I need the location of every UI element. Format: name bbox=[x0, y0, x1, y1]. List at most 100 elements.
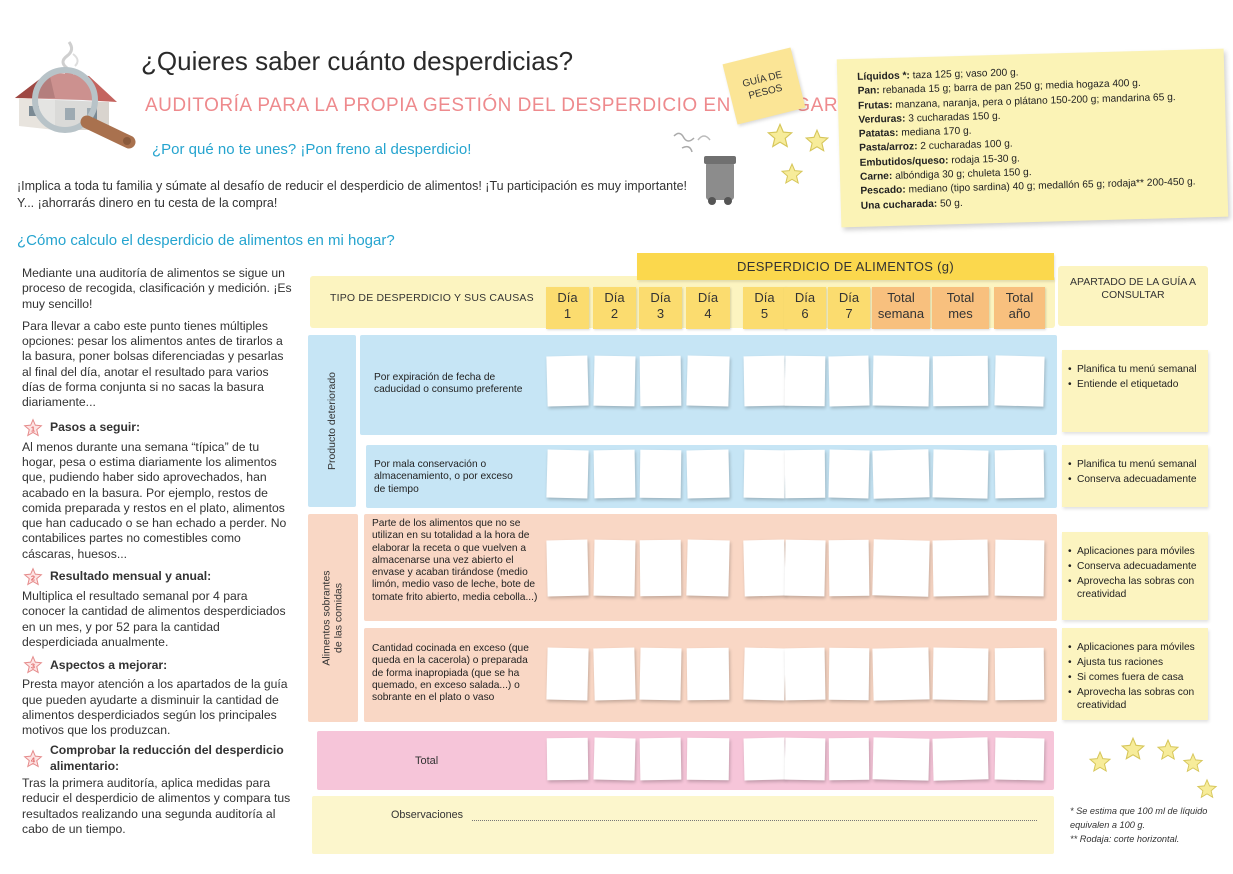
page-title: ¿Quieres saber cuánto desperdicias? bbox=[141, 46, 574, 76]
total-input-box[interactable] bbox=[686, 737, 730, 781]
weight-input-box[interactable] bbox=[593, 647, 636, 701]
weight-input-box[interactable] bbox=[784, 647, 826, 701]
weight-input-box[interactable] bbox=[686, 539, 730, 597]
total-input-box[interactable] bbox=[828, 737, 870, 781]
intro-line-2: Y... ¡ahorrarás dinero en tu cesta de la… bbox=[17, 196, 278, 210]
step-text: Presta mayor atención a los apartados de… bbox=[22, 677, 288, 738]
column-header-line2: 6 bbox=[801, 306, 809, 321]
total-input-box[interactable] bbox=[932, 737, 989, 781]
weight-input-box[interactable] bbox=[743, 355, 786, 407]
weight-input-box[interactable] bbox=[784, 539, 826, 597]
star-icon bbox=[1182, 752, 1204, 773]
weight-input-box[interactable] bbox=[784, 355, 826, 407]
apartado-tip[interactable]: Planifica tu menú semanal bbox=[1068, 459, 1206, 472]
instructions-options: Para llevar a cabo este punto tienes múl… bbox=[22, 318, 284, 410]
column-header-line2: 7 bbox=[845, 306, 853, 321]
apartado-tip[interactable]: Aprovecha las sobras con creatividad bbox=[1068, 687, 1206, 712]
footnote-2: ** Rodaja: corte horizontal. bbox=[1070, 834, 1180, 844]
weight-input-box[interactable] bbox=[828, 449, 870, 499]
weight-input-box[interactable] bbox=[593, 539, 636, 597]
total-input-box[interactable] bbox=[639, 737, 682, 781]
apartado-tip[interactable]: Entiende el etiquetado bbox=[1068, 379, 1206, 392]
star-icon bbox=[766, 122, 794, 148]
weight-input-box[interactable] bbox=[828, 647, 870, 701]
step-text: Al menos durante una semana “típica” de … bbox=[22, 439, 287, 561]
apartado-tip[interactable]: Conserva adecuadamente bbox=[1068, 561, 1206, 574]
weight-input-box[interactable] bbox=[546, 449, 589, 499]
group-label-deteriorado: Producto deteriorado bbox=[308, 335, 356, 507]
observaciones-input-line[interactable] bbox=[472, 820, 1037, 821]
weight-input-box[interactable] bbox=[872, 449, 930, 499]
weight-input-box[interactable] bbox=[994, 539, 1045, 597]
weight-input-box[interactable] bbox=[546, 647, 589, 701]
group-label-text: Alimentos sobrantes de las comidas bbox=[321, 570, 345, 665]
step-number-star-icon: 4 bbox=[23, 749, 43, 768]
weight-input-box[interactable] bbox=[593, 355, 636, 407]
total-input-box[interactable] bbox=[784, 737, 826, 781]
weight-input-box[interactable] bbox=[743, 647, 786, 701]
weight-input-box[interactable] bbox=[686, 647, 730, 701]
apartado-tips: Aplicaciones para móviles Ajusta tus raci… bbox=[1068, 642, 1206, 715]
weight-input-box[interactable] bbox=[639, 539, 682, 597]
weight-input-box[interactable] bbox=[932, 449, 989, 499]
group-producto-deteriorado bbox=[308, 335, 356, 507]
weight-input-box[interactable] bbox=[784, 449, 826, 499]
weight-input-box[interactable] bbox=[546, 355, 589, 407]
apartado-tips: Planifica tu menú semanal Conserva adecua… bbox=[1068, 459, 1206, 489]
total-input-box[interactable] bbox=[593, 737, 636, 781]
weight-input-box[interactable] bbox=[593, 449, 636, 499]
apartado-tip[interactable]: Aplicaciones para móviles bbox=[1068, 642, 1206, 655]
column-header: Total mes bbox=[932, 287, 989, 329]
column-header-line2: 3 bbox=[656, 306, 665, 321]
total-input-box[interactable] bbox=[872, 737, 930, 781]
svg-text:4: 4 bbox=[31, 755, 36, 764]
page-subtitle: AUDITORÍA PARA LA PROPIA GESTIÓN DEL DES… bbox=[145, 95, 839, 116]
group2-line1: Alimentos sobrantes bbox=[321, 570, 334, 666]
apartado-tip[interactable]: Si comes fuera de casa bbox=[1068, 672, 1206, 685]
weight-input-box[interactable] bbox=[828, 539, 870, 597]
peso-text: taza 125 g; vaso 200 g. bbox=[909, 67, 1019, 82]
weight-input-box[interactable] bbox=[994, 355, 1045, 407]
column-header: Día 5 bbox=[743, 287, 786, 329]
weight-input-box[interactable] bbox=[994, 647, 1045, 701]
weight-input-box[interactable] bbox=[828, 355, 870, 407]
weight-input-box[interactable] bbox=[994, 449, 1045, 499]
peso-label: Verduras: bbox=[858, 113, 906, 126]
row-description: Por expiración de fecha de caducidad o c… bbox=[374, 372, 523, 396]
total-input-box[interactable] bbox=[994, 737, 1045, 781]
apartado-tip[interactable]: Aplicaciones para móviles bbox=[1068, 546, 1206, 559]
apartado-tip[interactable]: Aprovecha las sobras con creatividad bbox=[1068, 576, 1206, 601]
step-text: Multiplica el resultado semanal por 4 pa… bbox=[22, 589, 286, 649]
total-input-box[interactable] bbox=[743, 737, 786, 781]
weight-input-box[interactable] bbox=[932, 539, 989, 597]
column-header-line1: Día bbox=[794, 290, 816, 305]
svg-text:1: 1 bbox=[31, 424, 35, 433]
total-input-box[interactable] bbox=[546, 737, 589, 781]
weight-input-box[interactable] bbox=[932, 647, 989, 701]
column-header: Día 3 bbox=[639, 287, 682, 329]
weight-input-box[interactable] bbox=[639, 449, 682, 499]
column-header-line2: mes bbox=[948, 306, 973, 321]
weight-input-box[interactable] bbox=[872, 647, 930, 701]
weight-input-box[interactable] bbox=[743, 449, 786, 499]
group-alimentos-sobrantes bbox=[308, 514, 358, 722]
weight-input-box[interactable] bbox=[872, 355, 930, 407]
star-icon bbox=[804, 128, 830, 152]
peso-label: Pan: bbox=[857, 85, 880, 98]
weight-input-box[interactable] bbox=[686, 449, 730, 499]
apartado-tip[interactable]: Conserva adecuadamente bbox=[1068, 474, 1206, 487]
row-description: Por mala conservación o almacenamiento, … bbox=[374, 459, 513, 495]
step-heading: 4 Comprobar la reducción del desperdicio … bbox=[22, 743, 292, 774]
weight-input-box[interactable] bbox=[743, 539, 786, 597]
peso-label: Pasta/arroz: bbox=[859, 141, 918, 155]
apartado-tip[interactable]: Planifica tu menú semanal bbox=[1068, 364, 1206, 377]
peso-label: Embutidos/queso: bbox=[859, 155, 949, 169]
star-icon bbox=[1156, 738, 1180, 761]
weight-input-box[interactable] bbox=[932, 355, 989, 407]
weight-input-box[interactable] bbox=[872, 539, 930, 597]
apartado-tip[interactable]: Ajusta tus raciones bbox=[1068, 657, 1206, 670]
weight-input-box[interactable] bbox=[546, 539, 589, 597]
weight-input-box[interactable] bbox=[639, 355, 682, 407]
weight-input-box[interactable] bbox=[639, 647, 682, 701]
weight-input-box[interactable] bbox=[686, 355, 730, 407]
